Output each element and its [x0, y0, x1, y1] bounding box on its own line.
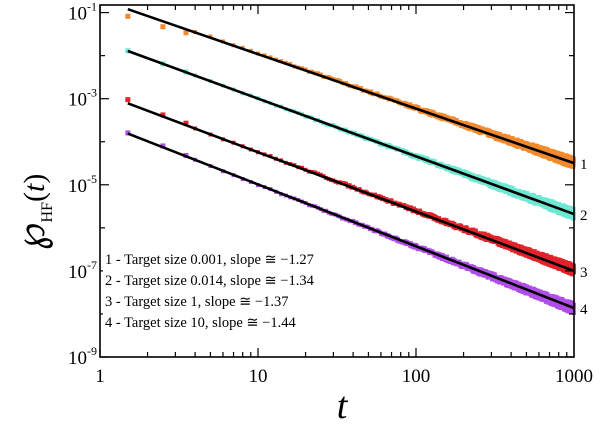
legend-backing: [103, 291, 343, 311]
legend-backing: [103, 270, 343, 290]
curve-labels: 1 2 3 4: [580, 157, 588, 318]
curve-label-1: 1: [580, 157, 588, 173]
data-point: [440, 117, 445, 122]
data-point: [125, 97, 131, 103]
fit-line-3: [127, 102, 575, 273]
legend-backing: [103, 312, 343, 332]
y-tick-label: 10-1: [68, 0, 97, 25]
data-point: [452, 165, 457, 170]
data-point: [125, 48, 131, 54]
legend-entry-4: 4 - Target size 10, slope ≅ −1.44: [105, 315, 296, 331]
data-point: [487, 233, 492, 238]
data-point: [343, 181, 348, 186]
data-point: [183, 30, 189, 36]
data-point: [532, 249, 537, 254]
data-point: [376, 193, 381, 198]
data-point: [425, 156, 430, 161]
data-point: [452, 222, 457, 227]
data-point: [316, 71, 321, 76]
x-axis-label: t: [337, 385, 349, 427]
fit-line-layer: [127, 7, 575, 310]
data-point: [444, 218, 449, 223]
y-axis-label-variable: t: [18, 183, 51, 192]
legend: 1 - Target size 0.001, slope ≅ −1.27 2 - …: [103, 249, 343, 332]
y-axis-label: ℘HF(t): [8, 174, 56, 251]
data-point: [125, 13, 131, 19]
data-point: [476, 124, 481, 129]
data-point: [326, 74, 331, 79]
y-axis-label-close-paren: ): [18, 174, 51, 184]
y-axis-label-open-paren: (: [18, 192, 51, 202]
curve-label-3: 3: [580, 265, 588, 281]
data-point: [457, 259, 462, 264]
data-point: [389, 198, 394, 203]
legend-entry-3: 3 - Target size 1, slope ≅ −1.37: [105, 294, 288, 310]
data-point: [487, 179, 492, 184]
x-tick-label: 100: [402, 366, 431, 387]
data-point: [462, 124, 467, 129]
fit-line-1: [127, 7, 575, 165]
data-point: [425, 108, 430, 113]
y-axis-label-subscript: HF: [39, 202, 56, 223]
data-point: [372, 192, 377, 197]
x-tick-label: 1: [95, 366, 105, 387]
data-point: [347, 183, 352, 188]
data-point: [427, 112, 432, 117]
data-point: [160, 112, 166, 118]
x-tick-label: 1000: [555, 366, 593, 387]
y-axis-label-symbol: ℘: [8, 222, 53, 250]
data-point: [504, 239, 509, 244]
y-tick-label: 10-9: [68, 344, 97, 369]
data-point: [183, 120, 189, 126]
fit-line-2: [127, 49, 575, 216]
y-tick-label: 10-3: [68, 86, 97, 111]
data-point: [560, 258, 565, 263]
data-point: [437, 216, 442, 221]
data-point: [444, 254, 449, 259]
data-point: [160, 24, 166, 30]
data-point: [465, 121, 470, 126]
y-tick-label: 10-5: [68, 172, 97, 197]
data-point: [125, 130, 131, 136]
curve-label-4: 4: [580, 302, 588, 318]
y-tick-labels: 10-1 10-3 10-5 10-7 10-9: [68, 0, 97, 369]
legend-entry-2: 2 - Target size 0.014, slope ≅ −1.34: [105, 273, 315, 289]
fit-line-4: [127, 132, 575, 310]
svg-text:℘HF(t): ℘HF(t): [8, 174, 56, 251]
y-tick-label: 10-7: [68, 258, 97, 283]
data-point: [359, 86, 364, 91]
data-point: [369, 89, 374, 94]
legend-entry-1: 1 - Target size 0.001, slope ≅ −1.27: [105, 252, 314, 268]
data-point: [335, 78, 340, 83]
data-point: [492, 272, 497, 277]
x-tick-label: 10: [249, 366, 268, 387]
data-point: [454, 117, 459, 122]
data-point: [416, 105, 421, 110]
data-point: [479, 272, 484, 277]
plot-frame: [99, 4, 575, 358]
data-point: [378, 194, 383, 199]
data-point: [497, 243, 502, 248]
data-point: [506, 134, 511, 139]
x-tick-labels: 1 10 100 1000: [95, 366, 593, 387]
data-point: [412, 245, 417, 250]
curve-label-2: 2: [580, 208, 588, 224]
data-point: [473, 124, 478, 129]
legend-backing: [103, 249, 343, 269]
data-point: [337, 78, 342, 83]
data-point: [465, 226, 470, 231]
